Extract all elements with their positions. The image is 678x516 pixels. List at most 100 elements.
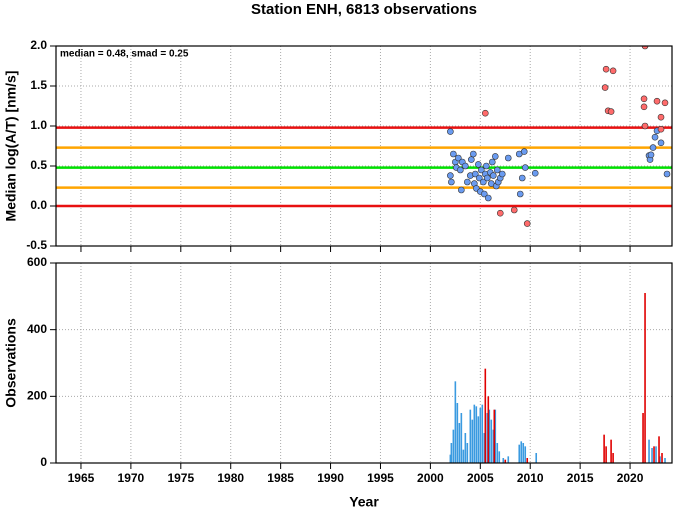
x-tick-label: 2020 xyxy=(617,471,644,485)
annotation: median = 0.48, smad = 0.25 xyxy=(60,49,189,60)
y-axis-label: Median log(A/T) [nm/s] xyxy=(3,71,19,222)
point xyxy=(661,99,669,107)
point xyxy=(498,170,506,178)
bar xyxy=(488,409,491,463)
bar xyxy=(664,458,666,463)
point xyxy=(520,148,528,155)
point xyxy=(518,174,526,182)
point xyxy=(504,154,512,162)
point xyxy=(488,158,496,166)
bar xyxy=(504,459,507,463)
bar xyxy=(518,444,521,463)
y-tick-label: 0 xyxy=(40,455,47,469)
point xyxy=(663,170,671,178)
y-tick-label: 2.0 xyxy=(30,38,47,52)
bar xyxy=(659,456,661,463)
point xyxy=(641,46,649,50)
x-tick-label: 2000 xyxy=(417,471,444,485)
bar xyxy=(479,408,482,463)
plot-area xyxy=(56,46,672,227)
bar xyxy=(466,443,469,463)
bar xyxy=(484,368,487,463)
point xyxy=(601,84,609,91)
bar xyxy=(520,441,523,463)
x-tick-label: 1995 xyxy=(367,471,394,485)
bar xyxy=(452,429,455,463)
bar xyxy=(610,439,612,463)
bar xyxy=(450,443,453,463)
bar xyxy=(458,423,461,463)
bar xyxy=(481,404,484,463)
point xyxy=(481,190,488,198)
point xyxy=(478,166,485,174)
bar xyxy=(535,453,538,463)
frame xyxy=(55,262,673,464)
point xyxy=(457,166,464,174)
bar xyxy=(456,403,459,463)
x-tick-label: 1980 xyxy=(217,471,244,485)
bar xyxy=(486,413,489,463)
bar xyxy=(496,443,499,463)
point xyxy=(464,178,471,186)
point xyxy=(458,186,465,194)
bar xyxy=(642,413,644,463)
bar xyxy=(490,419,493,463)
point xyxy=(491,153,499,160)
bar xyxy=(644,293,646,463)
bar xyxy=(487,396,490,463)
point xyxy=(448,178,455,186)
bar xyxy=(492,429,495,463)
y-tick-label: 400 xyxy=(27,322,47,336)
point xyxy=(489,172,497,179)
bar xyxy=(493,409,496,463)
point xyxy=(657,125,665,133)
bar xyxy=(462,449,465,463)
y-tick-label: 600 xyxy=(27,255,47,269)
point xyxy=(450,150,457,158)
y-tick-label: 1.0 xyxy=(30,118,47,132)
point xyxy=(483,174,491,182)
point xyxy=(483,162,490,170)
bar xyxy=(498,451,501,463)
plot-area xyxy=(449,293,666,463)
x-tick-label: 1975 xyxy=(167,471,194,485)
y-tick-label: 0.5 xyxy=(30,158,47,172)
point xyxy=(496,209,504,217)
point xyxy=(640,95,648,103)
point xyxy=(607,108,615,115)
point xyxy=(649,144,657,151)
frame xyxy=(55,45,673,247)
bar xyxy=(653,446,655,463)
point xyxy=(472,170,479,178)
y-tick-label: 0.0 xyxy=(30,198,47,212)
point xyxy=(641,122,649,130)
point xyxy=(484,194,492,202)
bar xyxy=(524,446,527,463)
bar xyxy=(464,433,467,463)
bar xyxy=(658,436,660,463)
point xyxy=(609,67,617,75)
point xyxy=(657,113,665,121)
point xyxy=(531,169,539,177)
bar xyxy=(477,416,480,463)
bar xyxy=(469,409,472,463)
x-tick-label: 2015 xyxy=(567,471,594,485)
bar xyxy=(494,409,497,463)
point xyxy=(651,133,659,141)
point xyxy=(462,162,469,170)
bar xyxy=(502,458,505,463)
point xyxy=(476,174,483,182)
point xyxy=(470,150,477,158)
x-tick-label: 1985 xyxy=(267,471,294,485)
x-tick-label: 1965 xyxy=(68,471,95,485)
y-tick-label: -0.5 xyxy=(26,238,47,252)
bar xyxy=(454,381,457,463)
point xyxy=(647,151,655,159)
point xyxy=(657,139,665,147)
y-axis-label: Observations xyxy=(3,318,19,408)
bar xyxy=(661,453,663,463)
x-tick-label: 2010 xyxy=(517,471,544,485)
point xyxy=(447,172,454,179)
point xyxy=(455,154,462,162)
